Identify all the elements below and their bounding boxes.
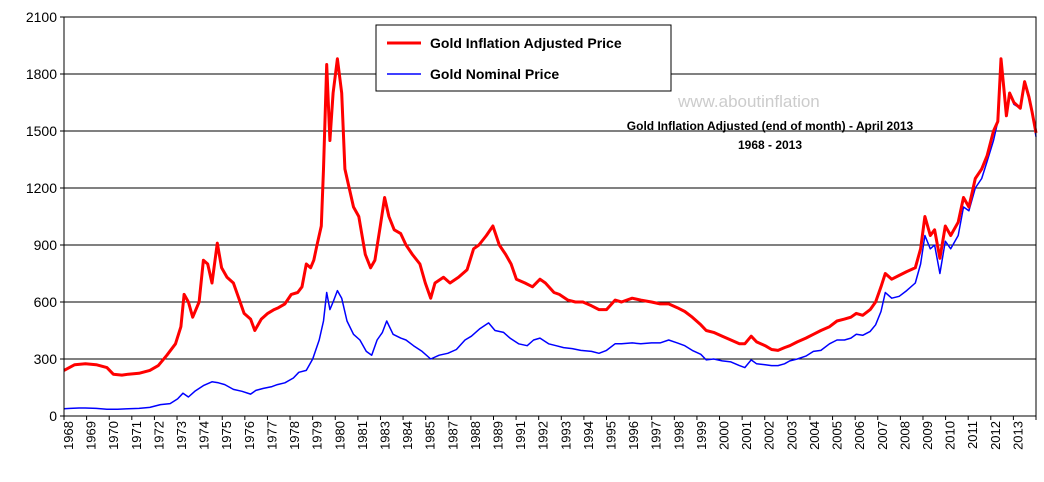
x-tick-label: 1969 [84,421,99,450]
x-tick-label: 2004 [807,421,822,450]
x-tick-label: 1996 [626,421,641,450]
x-tick-label: 2006 [852,421,867,450]
y-tick-label: 2100 [26,9,57,25]
x-tick-label: 1981 [355,421,370,450]
legend-label-inflation-adjusted: Gold Inflation Adjusted Price [430,35,622,51]
series-line-nominal [63,69,1037,410]
plot-area-border [63,16,1037,417]
y-axis-ticks: 0 300 600 900 1200 1500 1800 2100 [26,9,64,424]
x-tick-label: 1980 [332,421,347,450]
x-tick-label: 1972 [151,421,166,450]
watermark: www.aboutinflation [677,92,820,111]
x-tick-label: 2002 [762,421,777,450]
x-tick-label: 2012 [988,421,1003,450]
x-tick-label: 2013 [1010,421,1025,450]
x-tick-label: 1983 [377,421,392,450]
x-tick-label: 1975 [219,421,234,450]
x-tick-label: 1974 [197,421,212,450]
y-tick-label: 300 [34,351,58,367]
x-tick-label: 1976 [242,421,257,450]
x-tick-label: 2008 [897,421,912,450]
legend: Gold Inflation Adjusted Price Gold Nomin… [375,24,672,92]
x-tick-label: 1977 [264,421,279,450]
legend-box [375,24,672,92]
x-tick-label: 1971 [129,421,144,450]
y-tick-label: 1500 [26,123,57,139]
legend-label-nominal: Gold Nominal Price [430,66,559,82]
x-tick-label: 1999 [694,421,709,450]
y-tick-label: 1800 [26,66,57,82]
y-tick-label: 0 [49,408,57,424]
x-tick-label: 1984 [400,421,415,450]
x-tick-label: 2001 [739,421,754,450]
x-tick-label: 2010 [943,421,958,450]
x-tick-label: 1973 [174,421,189,450]
y-tick-label: 1200 [26,180,57,196]
x-tick-label: 1992 [536,421,551,450]
x-axis-ticks: 1968 1969 1970 1971 1972 1973 1974 1975 1976 1977… [61,416,1037,450]
y-tick-label: 600 [34,294,58,310]
x-tick-label: 1987 [445,421,460,450]
x-tick-label: 1979 [310,421,325,450]
x-tick-label: 2003 [784,421,799,450]
x-tick-label: 1991 [513,421,528,450]
x-tick-label: 2011 [965,421,980,449]
series-layer [63,57,1038,410]
x-tick-label: 1988 [468,421,483,450]
x-tick-label: 2005 [830,421,845,450]
y-tick-label: 900 [34,237,58,253]
gridlines [64,73,1036,360]
x-tick-label: 2000 [717,421,732,450]
x-tick-label: 1978 [287,421,302,450]
x-tick-label: 1970 [106,421,121,450]
series-line-inflation-adjusted [63,57,1038,377]
chart-subtitle: 1968 - 2013 [738,138,802,152]
x-tick-label: 1998 [671,421,686,450]
chart-title: Gold Inflation Adjusted (end of month) -… [627,119,914,133]
x-tick-label: 2009 [920,421,935,450]
x-tick-label: 1994 [581,421,596,450]
x-tick-label: 2007 [875,421,890,450]
x-tick-label: 1985 [423,421,438,450]
x-tick-label: 1968 [61,421,76,450]
x-tick-label: 1995 [604,421,619,450]
x-tick-label: 1993 [558,421,573,450]
x-tick-label: 1989 [490,421,505,450]
x-tick-label: 1997 [649,421,664,450]
